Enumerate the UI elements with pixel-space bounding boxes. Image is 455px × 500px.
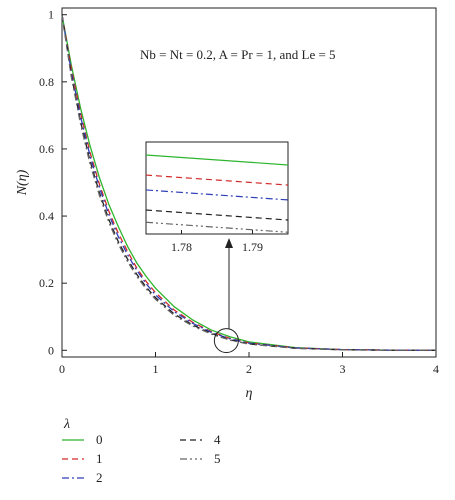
inset-series-2 (145, 189, 289, 201)
y-tick-label: 0.8 (39, 75, 54, 89)
legend-label-1: 1 (96, 451, 103, 466)
x-tick-label: 4 (433, 362, 439, 376)
y-axis: 0 0.2 0.4 0.6 0.8 1 (39, 8, 67, 357)
series-layer (61, 14, 437, 351)
inset-x-tick-label: 1.78 (171, 240, 192, 254)
x-tick-label: 2 (246, 362, 252, 376)
y-tick-label: 0.4 (39, 209, 54, 223)
series-line-4 (61, 14, 437, 351)
zoom-arrow-head (225, 238, 233, 248)
series-line-5 (61, 14, 437, 351)
series-line-2 (61, 14, 437, 351)
x-tick-label: 1 (153, 362, 159, 376)
x-axis-label: η (246, 386, 253, 401)
y-tick-label: 0.2 (39, 276, 54, 290)
inset-series-4 (145, 209, 289, 221)
zoom-circle (213, 328, 239, 354)
legend-label-2: 2 (96, 470, 103, 485)
inset-series-1 (145, 174, 289, 186)
y-tick-label: 0 (48, 343, 54, 357)
legend-label-4: 4 (214, 432, 221, 447)
y-axis-label: N(η) (15, 169, 30, 196)
inset-series-5 (145, 221, 289, 233)
legend-label-5: 5 (214, 451, 221, 466)
zoom-marker (213, 238, 239, 354)
chart-annotation: Nb = Nt = 0.2, A = Pr = 1, and Le = 5 (140, 47, 336, 62)
legend: λ 0 1 2 4 5 (62, 417, 221, 485)
y-tick-label: 0.6 (39, 142, 54, 156)
inset-frame (145, 141, 289, 235)
inset-series-0 (145, 154, 289, 166)
x-tick-label: 0 (59, 362, 65, 376)
x-axis: 0 1 2 3 4 (59, 352, 439, 376)
legend-label-0: 0 (96, 432, 103, 447)
x-tick-label: 3 (340, 362, 346, 376)
plot-area: 0 1 2 3 4 0 0.2 0.4 0.6 0.8 1 (39, 7, 439, 376)
legend-title: λ (63, 417, 70, 432)
y-tick-label: 1 (48, 8, 54, 22)
inset-x-tick-label: 1.79 (242, 240, 263, 254)
zoom-inset: 1.78 1.79 (145, 141, 289, 254)
